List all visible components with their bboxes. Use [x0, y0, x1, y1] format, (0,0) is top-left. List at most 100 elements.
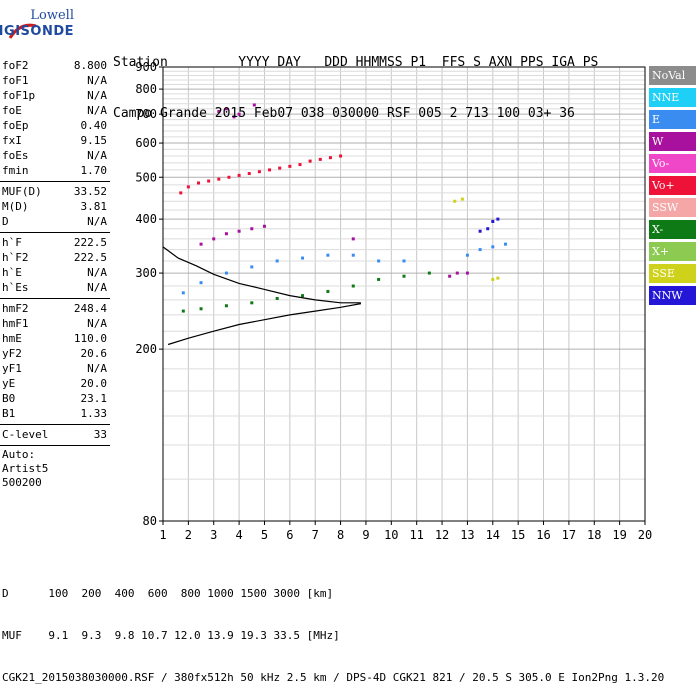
x-tick-label: 19	[612, 528, 626, 542]
param-value: N/A	[87, 104, 107, 117]
scaled-parameters-panel: foF2 8.800 foF1 N/A foF1p N/A foE N/A foEp 0.…	[0, 58, 110, 490]
echo-point	[318, 157, 322, 161]
header-value-ddd: 038	[300, 106, 325, 121]
param-value: 9.15	[80, 134, 108, 147]
y-tick-label: 300	[135, 266, 157, 280]
param-value: 8.800	[73, 59, 107, 72]
echo-point	[181, 309, 185, 313]
header-label-hhmmss: HHMMSS	[355, 55, 403, 70]
echo-point	[478, 248, 482, 252]
param-row: foEs N/A	[0, 148, 110, 163]
polarization-legend: NoVal NNE E W Vo- Vo+ SSW X- X+ SSE NNW	[649, 66, 696, 308]
x-tick-label: 2	[185, 528, 192, 542]
lowell-digisonde-logo: Lowell DIGISONDE	[0, 8, 112, 44]
param-value: N/A	[87, 281, 107, 294]
x-tick-label: 14	[486, 528, 500, 542]
param-key: foEp	[2, 119, 29, 132]
x-tick-label: 3	[210, 528, 217, 542]
param-value: 222.5	[73, 236, 107, 249]
header-value-pps: 100	[496, 106, 521, 121]
header-values-row: Campo Grande 2015 Feb07 038 030000 RSF 0…	[113, 105, 598, 122]
x-tick-label: 13	[460, 528, 474, 542]
x-tick-label: 16	[536, 528, 550, 542]
param-divider	[0, 181, 110, 182]
header-label-pps: PPS	[520, 55, 544, 70]
echo-point	[262, 224, 266, 228]
echo-point	[217, 109, 221, 113]
param-value: 1.33	[80, 407, 108, 420]
header-label-s: S	[473, 55, 481, 70]
param-value: 33	[93, 428, 107, 441]
echo-point	[186, 185, 190, 189]
param-key: fmin	[2, 164, 29, 177]
echo-point	[199, 307, 203, 311]
param-row: hmF1 N/A	[0, 316, 110, 331]
param-key: B0	[2, 392, 16, 405]
echo-point	[328, 156, 332, 160]
echo-point	[301, 256, 305, 260]
param-row: foF1p N/A	[0, 88, 110, 103]
param-value: 0.40	[80, 119, 108, 132]
param-value: N/A	[87, 149, 107, 162]
echo-point	[478, 229, 482, 233]
param-divider	[0, 232, 110, 233]
footer-file-row: CGK21_2015038030000.RSF / 380fx512h 50 k…	[2, 671, 665, 684]
param-value: 248.4	[73, 302, 107, 315]
param-value: 23.1	[80, 392, 108, 405]
echo-point	[486, 227, 490, 231]
x-tick-label: 12	[435, 528, 449, 542]
param-row: fmin 1.70	[0, 163, 110, 178]
echo-point	[224, 232, 228, 236]
echo-point	[250, 265, 254, 269]
footer-muf-row: MUF 9.1 9.3 9.8 10.7 12.0 13.9 19.3 33.5…	[2, 629, 340, 642]
x-tick-label: 1	[159, 528, 166, 542]
echo-point	[326, 253, 330, 257]
param-key: foE	[2, 104, 22, 117]
param-key: h`E	[2, 266, 22, 279]
header-label-station: Station	[113, 55, 168, 70]
x-tick-label: 15	[511, 528, 525, 542]
legend-item: Vo-	[649, 154, 696, 173]
echo-point	[326, 289, 330, 293]
header-value-axn: 713	[465, 106, 489, 121]
param-key: fxI	[2, 134, 22, 147]
legend-item: Vo+	[649, 176, 696, 195]
header-label-ps: PS	[582, 55, 599, 70]
x-tick-label: 17	[562, 528, 576, 542]
x-tick-label: 11	[409, 528, 423, 542]
param-row: foE N/A	[0, 103, 110, 118]
param-key: foF1p	[2, 89, 36, 102]
echo-point	[465, 271, 469, 275]
x-tick-label: 6	[286, 528, 293, 542]
echo-point	[491, 219, 495, 223]
autoscaling-info: Auto: Artist5 500200	[0, 448, 110, 490]
param-key: hmF2	[2, 302, 29, 315]
param-value: N/A	[87, 317, 107, 330]
header-value-p1: RSF	[386, 106, 411, 121]
header-value-s: 2	[449, 106, 458, 121]
y-tick-label: 200	[135, 342, 157, 356]
param-row: foEp 0.40	[0, 118, 110, 133]
header-value-hhmmss: 030000	[332, 106, 380, 121]
param-row: foF2 8.800	[0, 58, 110, 73]
x-tick-label: 7	[312, 528, 319, 542]
y-tick-label: 700	[135, 107, 157, 121]
param-row: h`E N/A	[0, 265, 110, 280]
param-key: hmE	[2, 332, 22, 345]
header-label-axn: AXN	[488, 55, 513, 70]
header-value-yyyy: 2015	[214, 106, 247, 121]
x-tick-label: 20	[638, 528, 652, 542]
param-divider	[0, 445, 110, 446]
param-divider	[0, 298, 110, 299]
header-value-station: Campo Grande	[113, 106, 207, 121]
y-tick-label: 80	[143, 514, 157, 528]
echo-point	[212, 237, 216, 241]
param-value: 1.70	[80, 164, 108, 177]
param-row: M(D) 3.81	[0, 199, 110, 214]
echo-point	[257, 170, 261, 174]
auto-artist: Artist5	[2, 462, 49, 475]
echo-point	[351, 237, 355, 241]
param-key: yE	[2, 377, 16, 390]
echo-point	[232, 115, 236, 119]
header-value-ffs: 005	[418, 106, 442, 121]
